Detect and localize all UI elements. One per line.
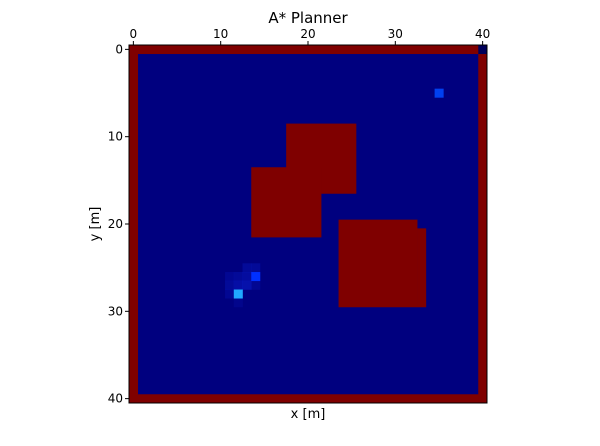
x-tick-label: 40 [475, 27, 490, 41]
explored-cell [233, 272, 243, 282]
obstacle-block-lower-main [338, 219, 418, 308]
y-tick-label: 40 [108, 392, 123, 406]
obstacle-boundary-bottom [129, 394, 488, 404]
explored-cell [225, 272, 235, 282]
explored-cell [225, 289, 235, 299]
corner-cell [478, 45, 488, 55]
explored-cell [233, 280, 243, 290]
y-axis-label: y [m] [88, 207, 103, 242]
x-tick-label: 30 [388, 27, 403, 41]
explored-cell [233, 298, 243, 308]
x-axis-label: x [m] [291, 407, 326, 422]
start-cell [233, 289, 243, 299]
obstacle-block-lower-ext [417, 228, 427, 308]
obstacle-block-left [251, 167, 322, 238]
y-tick-label: 20 [108, 217, 123, 231]
obstacle-boundary-left [129, 45, 139, 404]
current-cell [251, 272, 261, 282]
explored-cell [251, 280, 261, 290]
plot-area [128, 44, 488, 404]
x-tick-label: 0 [130, 27, 138, 41]
explored-cell [251, 263, 261, 273]
x-tick-label: 20 [300, 27, 315, 41]
y-tick-label: 30 [108, 304, 123, 318]
chart-title: A* Planner [268, 9, 348, 27]
x-tick-label: 10 [213, 27, 228, 41]
explored-cell [242, 263, 252, 273]
y-tick-label: 0 [115, 42, 123, 56]
explored-cell [242, 280, 252, 290]
obstacle-boundary-right [478, 53, 488, 404]
goal-cell [434, 88, 444, 98]
y-tick-label: 10 [108, 130, 123, 144]
explored-cell [225, 280, 235, 290]
ticks: 0 10 20 30 40 0 10 20 30 40 [108, 27, 491, 406]
explored-cell [242, 272, 252, 282]
obstacle-boundary-top [129, 45, 488, 55]
